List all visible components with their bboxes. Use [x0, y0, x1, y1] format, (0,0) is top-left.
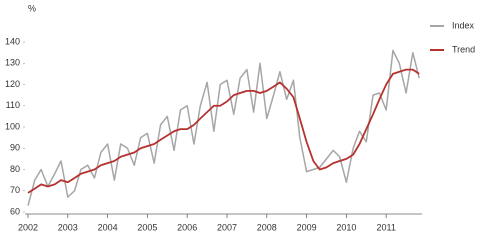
y-tick-label: 90 [10, 143, 20, 153]
x-tick-label: 2010 [336, 222, 356, 232]
chart: % 60 70 80 90 100 110 120 130 140 2002 2003 2004 200… [5, 3, 475, 232]
x-tick-label: 2008 [257, 222, 277, 232]
legend-label: Index [452, 20, 475, 30]
x-tick-label: 2007 [217, 222, 237, 232]
y-tick-label: 130 [5, 58, 20, 68]
x-tick-label: 2009 [297, 222, 317, 232]
y-tick-label: 120 [5, 79, 20, 89]
series-line [27, 49, 420, 206]
x-tick-label: 2005 [137, 222, 157, 232]
x-tick-label: 2002 [18, 222, 38, 232]
y-tick-label: 110 [6, 100, 20, 110]
legend-label: Trend [452, 44, 475, 54]
y-tick-label: 70 [10, 185, 20, 195]
x-tick-label: 2003 [58, 222, 78, 232]
x-tick-label: 2006 [177, 222, 197, 232]
y-tick-label: 100 [5, 121, 20, 131]
x-tick-label: 2004 [98, 222, 118, 232]
y-tick-label: 80 [10, 164, 20, 174]
y-unit: % [28, 3, 36, 13]
x-tick-label: 2011 [376, 222, 395, 232]
y-tick-label: 140 [5, 36, 20, 46]
series-line [27, 68, 420, 194]
y-tick-label: 60 [10, 206, 20, 216]
